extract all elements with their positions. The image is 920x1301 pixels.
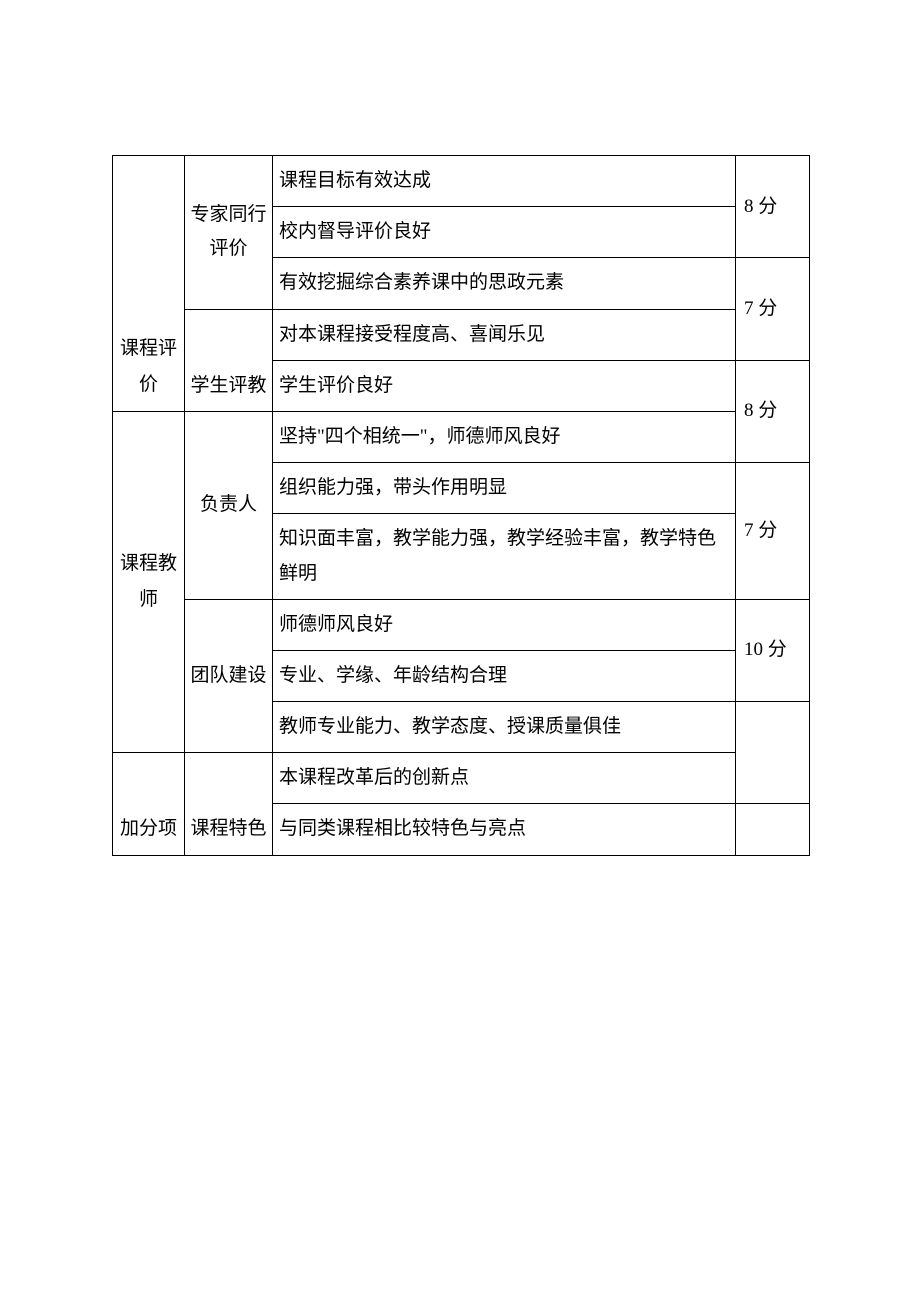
category-cell: 课程教师 xyxy=(113,411,185,752)
score-cell: 10 分 xyxy=(736,599,810,701)
item-cell: 坚持"四个相统一"，师德师风良好 xyxy=(273,411,736,462)
score-cell: 8 分 xyxy=(736,156,810,258)
table-row: 加分项 课程特色 本课程改革后的创新点 xyxy=(113,753,810,804)
category-label: 课程教师 xyxy=(117,546,180,618)
group-cell: 专家同行评价 xyxy=(185,156,273,310)
group-label: 专家同行评价 xyxy=(190,204,266,259)
score-cell: 7 分 xyxy=(736,463,810,600)
category-cell: 加分项 xyxy=(113,753,185,855)
score-cell xyxy=(736,702,810,804)
item-cell: 本课程改革后的创新点 xyxy=(273,753,736,804)
item-cell: 师德师风良好 xyxy=(273,599,736,650)
group-cell: 负责人 xyxy=(185,411,273,599)
category-label: 课程评价 xyxy=(117,331,180,403)
item-cell: 校内督导评价良好 xyxy=(273,207,736,258)
item-cell: 课程目标有效达成 xyxy=(273,156,736,207)
table-row: 团队建设 师德师风良好 10 分 xyxy=(113,599,810,650)
item-cell: 对本课程接受程度高、喜闻乐见 xyxy=(273,309,736,360)
table-row: 学生评教 对本课程接受程度高、喜闻乐见 xyxy=(113,309,810,360)
table-row: 课程评价 专家同行评价 课程目标有效达成 8 分 xyxy=(113,156,810,207)
table-row: 课程教师 负责人 坚持"四个相统一"，师德师风良好 xyxy=(113,411,810,462)
category-cell: 课程评价 xyxy=(113,156,185,412)
item-cell: 学生评价良好 xyxy=(273,360,736,411)
group-label: 学生评教 xyxy=(190,375,266,396)
group-label: 课程特色 xyxy=(190,818,266,839)
score-cell xyxy=(736,804,810,855)
item-cell: 组织能力强，带头作用明显 xyxy=(273,463,736,514)
item-cell: 专业、学缘、年龄结构合理 xyxy=(273,650,736,701)
item-cell: 与同类课程相比较特色与亮点 xyxy=(273,804,736,855)
group-label: 负责人 xyxy=(200,494,257,515)
score-cell: 8 分 xyxy=(736,360,810,462)
group-cell: 学生评教 xyxy=(185,309,273,411)
evaluation-rubric-table: 课程评价 专家同行评价 课程目标有效达成 8 分 校内督导评价良好 有效挖掘综合… xyxy=(112,155,810,856)
group-cell: 课程特色 xyxy=(185,753,273,855)
category-label: 加分项 xyxy=(120,818,177,839)
score-cell: 7 分 xyxy=(736,258,810,360)
group-label: 团队建设 xyxy=(190,665,266,686)
item-cell: 教师专业能力、教学态度、授课质量俱佳 xyxy=(273,702,736,753)
group-cell: 团队建设 xyxy=(185,599,273,753)
item-cell: 有效挖掘综合素养课中的思政元素 xyxy=(273,258,736,309)
item-cell: 知识面丰富，教学能力强，教学经验丰富，教学特色鲜明 xyxy=(273,514,736,599)
